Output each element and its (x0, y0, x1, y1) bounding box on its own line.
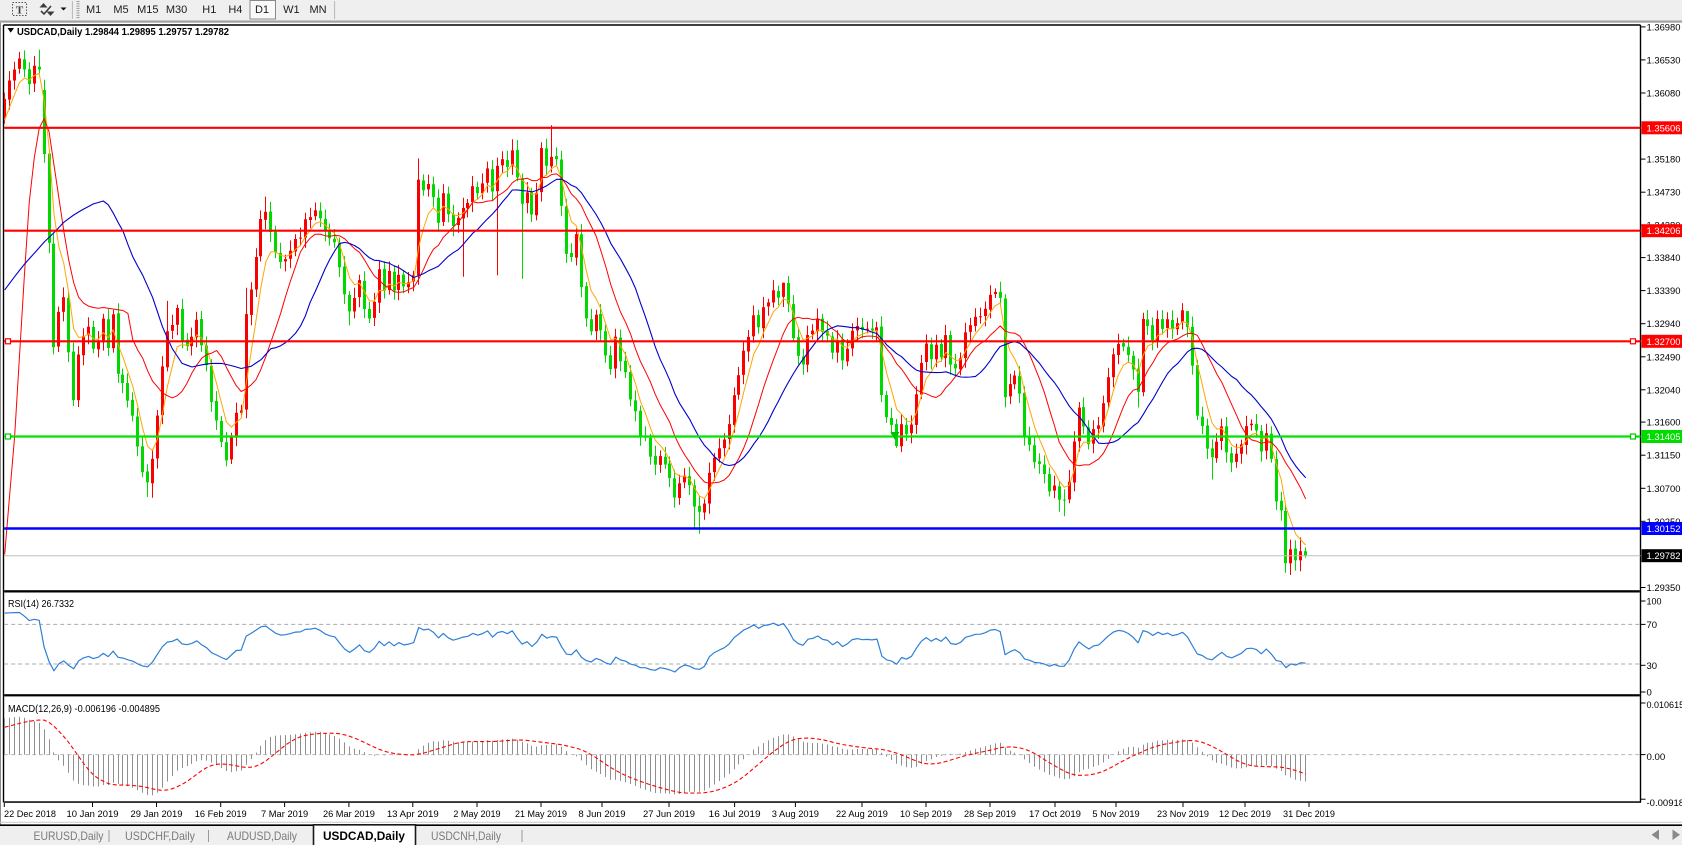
svg-text:17 Oct 2019: 17 Oct 2019 (1029, 809, 1081, 820)
svg-text:1.30152: 1.30152 (1647, 524, 1681, 535)
svg-text:1.31405: 1.31405 (1647, 432, 1681, 443)
svg-text:0.010615: 0.010615 (1647, 700, 1682, 711)
svg-text:31 Dec 2019: 31 Dec 2019 (1283, 809, 1335, 820)
svg-text:3 Aug 2019: 3 Aug 2019 (772, 809, 819, 820)
svg-text:1.34206: 1.34206 (1647, 226, 1681, 237)
svg-text:-0.00918: -0.00918 (1647, 798, 1682, 809)
svg-text:USDCHF,Daily: USDCHF,Daily (125, 829, 195, 843)
svg-text:1.32700: 1.32700 (1647, 337, 1681, 348)
svg-text:D1: D1 (255, 4, 269, 16)
svg-text:1.30700: 1.30700 (1647, 484, 1681, 495)
svg-text:12 Dec 2019: 12 Dec 2019 (1219, 809, 1271, 820)
svg-text:10 Jan 2019: 10 Jan 2019 (67, 809, 119, 820)
svg-text:USDCNH,Daily: USDCNH,Daily (431, 829, 501, 843)
svg-text:30: 30 (1647, 661, 1658, 672)
svg-text:8 Jun 2019: 8 Jun 2019 (578, 809, 625, 820)
svg-text:MN: MN (309, 4, 326, 16)
svg-text:1.32940: 1.32940 (1647, 319, 1681, 330)
svg-text:EURUSD,Daily: EURUSD,Daily (34, 829, 104, 843)
svg-text:1.36080: 1.36080 (1647, 89, 1681, 100)
svg-text:1.33390: 1.33390 (1647, 286, 1681, 297)
svg-text:1.34730: 1.34730 (1647, 188, 1681, 199)
svg-text:M1: M1 (86, 4, 101, 16)
svg-text:M30: M30 (166, 4, 187, 16)
svg-text:23 Nov 2019: 23 Nov 2019 (1157, 809, 1209, 820)
svg-text:MACD(12,26,9) -0.006196 -0.004: MACD(12,26,9) -0.006196 -0.004895 (8, 704, 161, 715)
svg-text:1.36980: 1.36980 (1647, 22, 1681, 33)
svg-text:22 Dec 2018: 22 Dec 2018 (4, 809, 56, 820)
svg-text:H1: H1 (202, 4, 216, 16)
svg-text:W1: W1 (283, 4, 300, 16)
svg-text:0.00: 0.00 (1647, 752, 1666, 763)
svg-text:1.35180: 1.35180 (1647, 155, 1681, 166)
svg-text:1.29782: 1.29782 (1647, 551, 1681, 562)
svg-text:27 Jun 2019: 27 Jun 2019 (643, 809, 695, 820)
svg-text:RSI(14) 26.7332: RSI(14) 26.7332 (8, 599, 74, 610)
svg-text:2 May 2019: 2 May 2019 (453, 809, 500, 820)
svg-text:13 Apr 2019: 13 Apr 2019 (387, 809, 439, 820)
svg-text:M15: M15 (137, 4, 158, 16)
svg-text:70: 70 (1647, 620, 1658, 631)
svg-text:1.32490: 1.32490 (1647, 352, 1681, 363)
svg-text:22 Aug 2019: 22 Aug 2019 (836, 809, 888, 820)
svg-text:T: T (16, 5, 24, 17)
svg-text:AUDUSD,Daily: AUDUSD,Daily (227, 829, 297, 843)
svg-text:1.32040: 1.32040 (1647, 385, 1681, 396)
svg-text:1.29350: 1.29350 (1647, 583, 1681, 594)
svg-text:USDCAD,Daily: USDCAD,Daily (323, 829, 405, 843)
svg-text:21 May 2019: 21 May 2019 (515, 809, 567, 820)
svg-text:10 Sep 2019: 10 Sep 2019 (900, 809, 952, 820)
svg-text:1.35606: 1.35606 (1647, 123, 1681, 134)
svg-text:16 Jul 2019: 16 Jul 2019 (709, 809, 761, 820)
svg-text:0: 0 (1647, 688, 1652, 699)
svg-text:USDCAD,Daily 1.29844 1.29895: USDCAD,Daily 1.29844 1.29895 1.29757 1.2… (17, 26, 229, 38)
svg-text:26 Mar 2019: 26 Mar 2019 (323, 809, 375, 820)
svg-text:1.36530: 1.36530 (1647, 55, 1681, 66)
svg-text:1.33840: 1.33840 (1647, 253, 1681, 264)
svg-text:29 Jan 2019: 29 Jan 2019 (131, 809, 183, 820)
svg-text:H4: H4 (228, 4, 242, 16)
svg-text:M5: M5 (113, 4, 128, 16)
svg-text:1.31600: 1.31600 (1647, 418, 1681, 429)
svg-text:5 Nov 2019: 5 Nov 2019 (1092, 809, 1139, 820)
svg-text:7 Mar 2019: 7 Mar 2019 (261, 809, 308, 820)
svg-text:16 Feb 2019: 16 Feb 2019 (195, 809, 247, 820)
svg-text:100: 100 (1647, 597, 1662, 608)
svg-text:28 Sep 2019: 28 Sep 2019 (964, 809, 1016, 820)
svg-text:1.31150: 1.31150 (1647, 451, 1681, 462)
